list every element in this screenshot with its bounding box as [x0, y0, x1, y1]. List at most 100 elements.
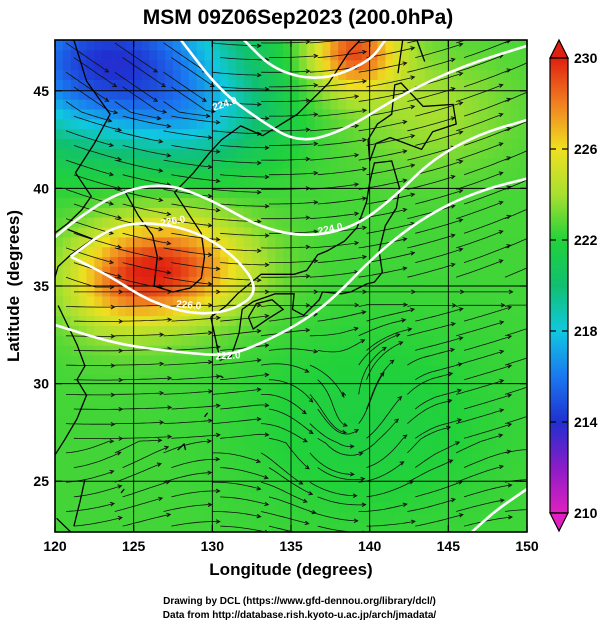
field-cell: [117, 108, 127, 120]
field-cell: [117, 502, 127, 513]
coastline: [55, 40, 111, 234]
streamline: [114, 392, 164, 395]
field-cell: [424, 423, 434, 435]
field-cell: [298, 69, 308, 80]
field-cell: [212, 482, 221, 494]
field-cell: [86, 59, 95, 71]
field-cell: [62, 522, 72, 532]
field-cell: [173, 148, 182, 159]
field-cell: [62, 286, 72, 297]
field-cell: [409, 40, 418, 51]
field-cell: [322, 492, 331, 504]
field-cell: [212, 354, 221, 366]
field-cell: [188, 266, 198, 277]
field-cell: [157, 404, 166, 415]
field-cell: [220, 99, 229, 110]
field-cell: [235, 305, 245, 317]
field-cell: [346, 522, 355, 532]
field-cell: [487, 286, 497, 297]
field-cell: [243, 482, 253, 494]
field-cell: [503, 167, 512, 179]
streamline: [309, 452, 354, 475]
streamline: [171, 174, 220, 182]
field-cell: [243, 335, 253, 346]
streamline-arrowhead: [112, 82, 118, 88]
field-cell: [479, 512, 489, 523]
field-cell: [204, 138, 213, 149]
field-cell: [86, 443, 95, 454]
field-cell: [503, 217, 512, 228]
streamline: [309, 304, 359, 307]
field-cell: [243, 384, 253, 395]
field-cell: [401, 364, 410, 376]
field-cell: [385, 374, 394, 385]
field-cell: [141, 276, 150, 287]
field-cell: [94, 522, 103, 532]
field-cell: [62, 236, 72, 248]
field-cell: [479, 246, 489, 258]
field-cell: [275, 108, 284, 120]
field-cell: [149, 502, 158, 513]
field-cell: [275, 463, 284, 474]
field-cell: [346, 295, 355, 307]
field-cell: [346, 364, 355, 376]
field-cell: [251, 492, 261, 504]
streamline-arrowhead: [448, 459, 454, 464]
field-cell: [377, 207, 386, 218]
streamline-arrowhead: [116, 186, 123, 191]
streamline-arrowhead: [264, 174, 270, 180]
field-cell: [133, 354, 143, 366]
field-cell: [86, 226, 95, 238]
streamline-arrowhead: [215, 457, 221, 462]
field-cell: [456, 433, 465, 445]
field-cell: [464, 158, 473, 169]
field-cell: [448, 295, 457, 307]
field-cell: [86, 177, 95, 189]
field-cell: [487, 69, 497, 80]
field-cell: [314, 354, 324, 366]
field-cell: [416, 502, 426, 513]
field-cell: [70, 207, 80, 218]
field-cell: [235, 187, 245, 199]
field-cell: [338, 138, 347, 149]
field-cell: [479, 59, 489, 71]
field-cell: [228, 335, 237, 346]
field-cell: [173, 364, 182, 376]
field-cell: [361, 217, 371, 228]
streamline: [463, 127, 511, 146]
field-cell: [479, 226, 489, 238]
field-cell: [385, 413, 394, 425]
field-cell: [448, 502, 457, 513]
field-cell: [464, 433, 473, 445]
streamline: [269, 201, 318, 205]
streamline-arrowhead: [201, 97, 207, 102]
field-cell: [212, 404, 221, 415]
field-cell: [228, 354, 237, 366]
field-cell: [385, 69, 394, 80]
field-cell: [409, 99, 418, 110]
field-cell: [369, 335, 379, 346]
field-cell: [110, 305, 119, 317]
field-cell: [519, 423, 527, 435]
field-cell: [306, 236, 316, 248]
field-cell: [487, 108, 497, 120]
field-cell: [353, 472, 363, 484]
field-cell: [456, 512, 465, 523]
field-cell: [196, 384, 206, 395]
field-cell: [70, 197, 80, 208]
field-cell: [228, 226, 237, 238]
field-cell: [432, 305, 442, 317]
field-cell: [228, 404, 237, 415]
field-cell: [448, 89, 457, 100]
field-cell: [251, 325, 261, 336]
field-cell: [519, 148, 527, 159]
x-axis-title: Longitude (degrees): [209, 560, 372, 579]
field-cell: [235, 404, 245, 415]
streamline-arrowhead: [215, 315, 221, 321]
field-cell: [353, 158, 363, 169]
field-cell: [393, 276, 402, 287]
field-cell: [409, 453, 418, 464]
field-cell: [346, 492, 355, 504]
field-cell: [338, 423, 347, 435]
streamline: [268, 408, 314, 434]
